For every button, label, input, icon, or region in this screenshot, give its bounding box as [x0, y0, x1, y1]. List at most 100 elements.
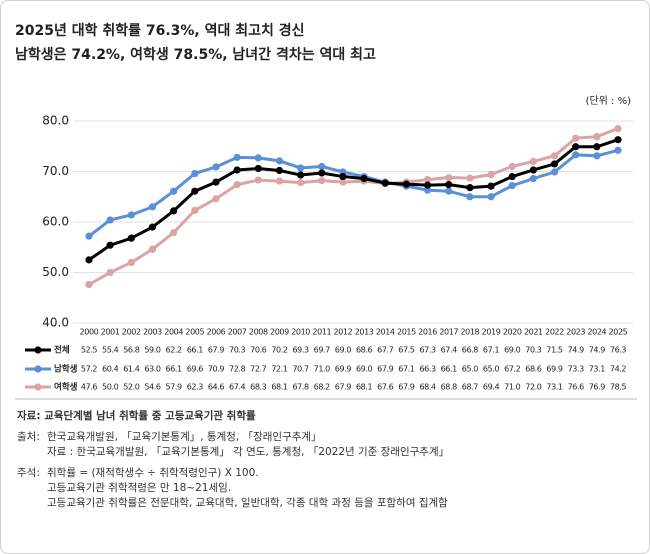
- data-label: 69.9: [335, 365, 352, 374]
- data-label: 78.5: [610, 383, 627, 392]
- point: [212, 195, 220, 203]
- remarks: 주석: 취학률 = (재적학생수 ÷ 취학적령인구) X 100. 고등교육기관 …: [17, 466, 637, 511]
- point: [572, 134, 580, 142]
- point: [127, 258, 135, 266]
- y-tick-label: 40.0: [42, 316, 69, 330]
- point: [127, 211, 135, 219]
- data-label: 70.3: [229, 346, 246, 355]
- point: [339, 172, 347, 181]
- point: [508, 162, 516, 171]
- data-label: 66.1: [166, 365, 183, 374]
- point: [318, 162, 326, 171]
- data-label: 73.1: [546, 383, 563, 392]
- point: [170, 229, 178, 237]
- point: [466, 193, 474, 201]
- remarks-label: 주석:: [17, 467, 40, 479]
- point: [106, 268, 114, 277]
- data-label: 63.0: [144, 365, 161, 374]
- data-label: 69.3: [292, 346, 309, 355]
- data-label: 68.8: [441, 383, 458, 392]
- data-label: 68.6: [525, 365, 542, 374]
- unit-label: (단위 : %): [586, 94, 632, 107]
- data-label: 70.3: [525, 346, 542, 355]
- x-tick-label: 2009: [270, 328, 289, 337]
- data-label: 67.9: [208, 346, 225, 355]
- origin-line: 한국교육개발원, 「교육기본통계」, 통계청, 「장래인구추계」: [47, 431, 322, 443]
- x-tick-label: 2017: [439, 328, 458, 337]
- point: [85, 256, 93, 264]
- data-label: 73.1: [589, 365, 606, 374]
- data-label: 76.6: [568, 383, 585, 392]
- data-label: 76.3: [610, 346, 627, 355]
- data-label: 67.7: [377, 346, 394, 355]
- data-label: 68.6: [356, 346, 373, 355]
- data-label: 68.3: [250, 383, 267, 392]
- point: [170, 207, 178, 215]
- point: [445, 173, 453, 182]
- point: [508, 172, 516, 181]
- legend-marker: [34, 365, 42, 373]
- origin-label: 출처:: [17, 431, 40, 443]
- series-line: [88, 138, 619, 262]
- data-label: 52.5: [81, 346, 98, 355]
- x-tick-label: 2005: [185, 328, 204, 337]
- point: [466, 174, 474, 182]
- point: [106, 241, 114, 249]
- series-line: [88, 148, 619, 238]
- x-tick-label: 2019: [482, 328, 501, 337]
- point: [593, 152, 601, 160]
- point: [593, 143, 601, 151]
- data-label: 67.9: [335, 383, 352, 392]
- data-label: 54.6: [144, 383, 161, 392]
- point: [254, 154, 262, 162]
- data-label: 71.0: [504, 383, 521, 392]
- chart-subtitle: 남학생은 74.2%, 여학생 78.5%, 남녀간 격차는 역대 최고: [15, 46, 376, 63]
- data-label: 57.9: [166, 383, 183, 392]
- chart-title: 2025년 대학 취학률 76.3%, 역대 최고치 경신: [15, 22, 305, 39]
- data-label: 62.3: [187, 383, 204, 392]
- series-line: [88, 127, 619, 286]
- x-tick-label: 2007: [228, 328, 247, 337]
- data-label: 70.6: [250, 346, 267, 355]
- point: [127, 234, 135, 242]
- notes: 자료: 교육단계별 남녀 취학률 중 고등교육기관 취학률 출처: 한국교육개발…: [17, 409, 637, 511]
- data-label: 66.1: [441, 365, 458, 374]
- x-tick-label: 2025: [609, 328, 628, 337]
- point: [318, 176, 326, 185]
- point: [191, 187, 199, 195]
- data-label: 66.8: [462, 346, 479, 355]
- data-label: 74.9: [568, 346, 585, 355]
- point: [275, 157, 284, 165]
- legend-label: 전체: [54, 345, 70, 356]
- data-label: 71.0: [314, 365, 331, 374]
- data-label: 68.2: [314, 383, 331, 392]
- legend-marker: [34, 346, 42, 354]
- x-tick-label: 2003: [143, 328, 162, 337]
- source: 자료: 교육단계별 남녀 취학률 중 고등교육기관 취학률: [17, 410, 256, 422]
- data-label: 67.9: [377, 365, 394, 374]
- x-tick-label: 2014: [376, 328, 395, 337]
- point: [508, 182, 516, 190]
- data-label: 67.1: [398, 365, 415, 374]
- data-label: 55.4: [102, 346, 119, 355]
- point: [233, 153, 241, 161]
- data-label: 69.0: [356, 365, 373, 374]
- data-label: 69.7: [314, 346, 331, 355]
- data-label: 67.4: [441, 346, 458, 355]
- data-label: 71.5: [546, 346, 563, 355]
- data-label: 60.4: [102, 365, 119, 374]
- data-label: 67.5: [398, 346, 415, 355]
- y-tick-label: 80.0: [42, 114, 69, 128]
- point: [212, 178, 220, 186]
- data-label: 69.6: [187, 365, 204, 374]
- point: [275, 166, 284, 175]
- x-tick-label: 2021: [524, 328, 543, 337]
- data-label: 67.3: [419, 346, 436, 355]
- data-label: 69.0: [335, 346, 352, 355]
- point: [529, 166, 537, 174]
- point: [233, 181, 241, 189]
- point: [339, 178, 347, 186]
- point: [614, 146, 622, 154]
- legend-label: 여학생: [54, 382, 78, 393]
